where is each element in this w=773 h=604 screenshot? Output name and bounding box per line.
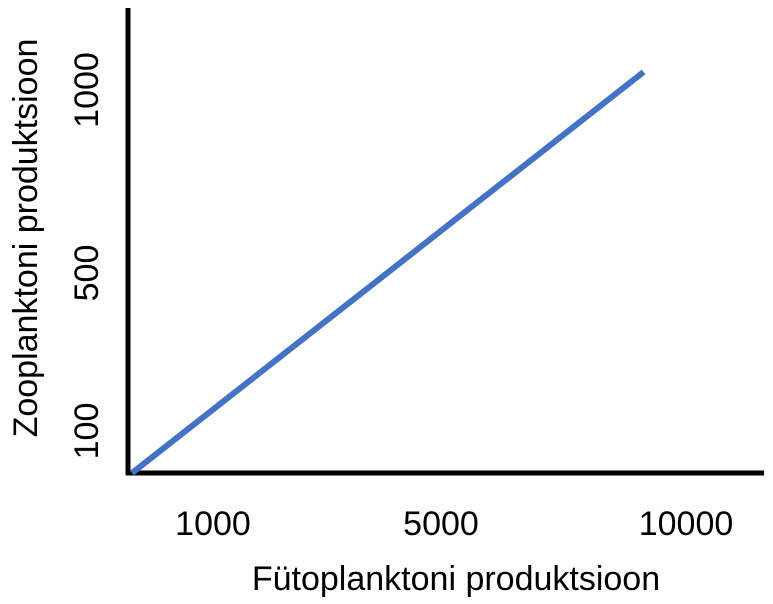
x-axis-title: Fütoplanktoni produktsioon: [252, 560, 660, 598]
y-tick-label: 100: [68, 403, 106, 460]
series-line: [130, 69, 646, 476]
axes: [125, 8, 764, 476]
y-ticks: 100 500 1000: [68, 52, 106, 459]
x-ticks: 1000 5000 10000: [175, 505, 733, 543]
y-tick-label: 1000: [68, 52, 106, 128]
x-tick-label: 10000: [639, 505, 734, 543]
x-tick-label: 1000: [175, 505, 251, 543]
y-axis-title: Zooplanktoni produktsioon: [7, 39, 45, 438]
y-tick-label: 500: [68, 245, 106, 302]
x-tick-label: 5000: [403, 505, 479, 543]
